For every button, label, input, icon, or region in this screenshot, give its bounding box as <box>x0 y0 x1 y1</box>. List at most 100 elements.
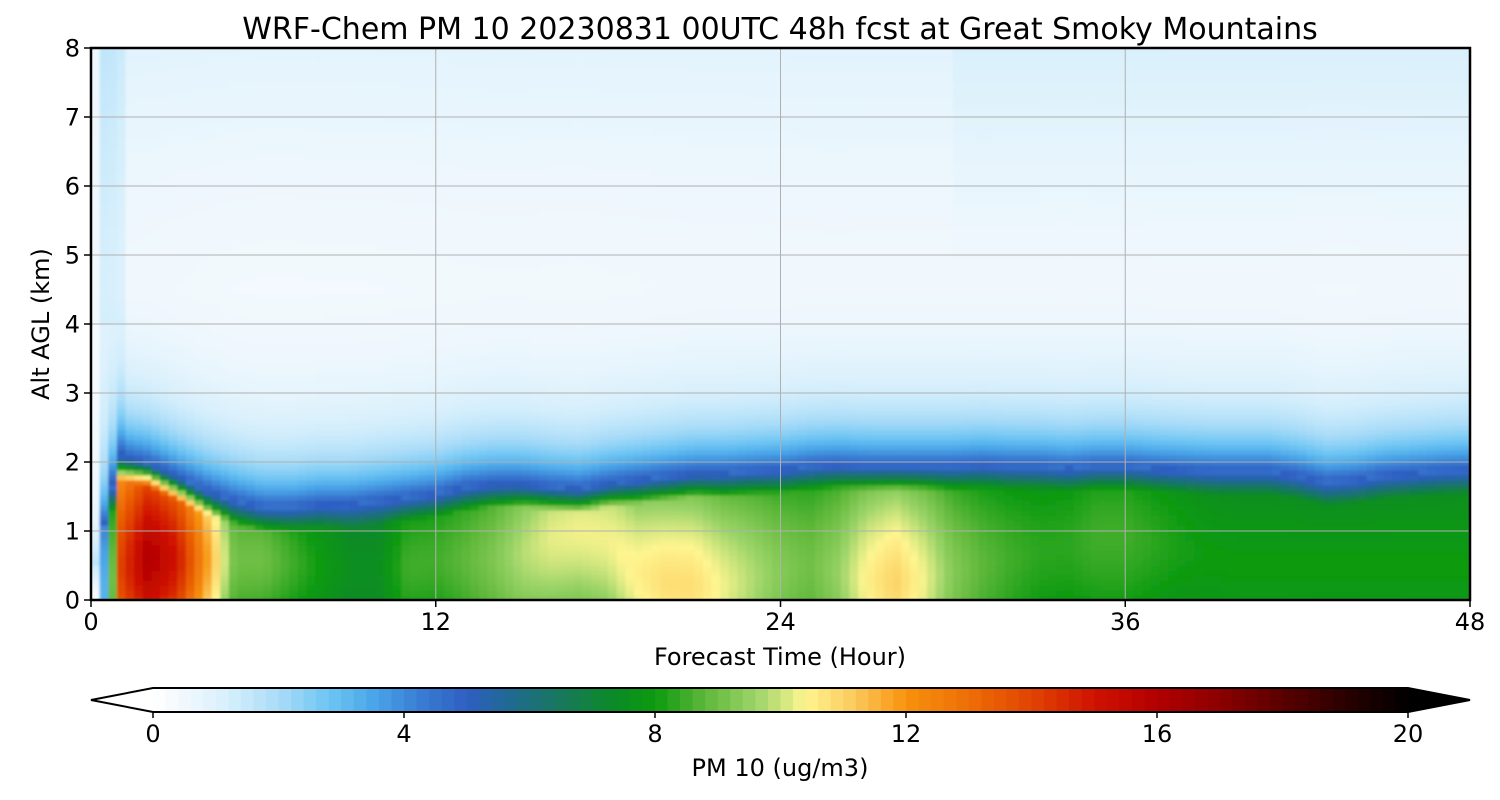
colorbar-tick-label: 16 <box>1142 720 1173 748</box>
colorbar-segment <box>931 688 945 712</box>
colorbar-segment <box>529 688 543 712</box>
colorbar-tick-label: 20 <box>1393 720 1424 748</box>
y-axis-ticks: 0 1 2 3 4 5 6 7 8 <box>65 35 91 615</box>
colorbar-tick-label: 4 <box>396 720 411 748</box>
colorbar-tick-label: 0 <box>145 720 160 748</box>
colorbar-segment <box>956 688 970 712</box>
colorbar-segment <box>843 688 857 712</box>
colorbar-segment <box>1370 688 1384 712</box>
colorbar-segment <box>1232 688 1246 712</box>
colorbar-segment <box>253 688 267 712</box>
colorbar-segment <box>1182 688 1196 712</box>
colorbar-segment <box>767 688 782 712</box>
y-tick-label: 3 <box>65 380 80 408</box>
colorbar-segment <box>1320 688 1334 712</box>
colorbar-segment <box>178 688 192 712</box>
colorbar-segment <box>391 688 405 712</box>
y-tick-label: 7 <box>65 104 80 132</box>
colorbar-segment <box>705 688 719 712</box>
colorbar-segment <box>667 688 681 712</box>
colorbar-segment <box>818 688 832 712</box>
colorbar-segment <box>1144 688 1158 712</box>
colorbar-segment <box>730 688 744 712</box>
colorbar-segment <box>830 688 844 712</box>
colorbar-segment <box>554 688 568 712</box>
colorbar-ticks: 0 4 8 12 16 20 <box>145 712 1423 748</box>
colorbar-segment <box>755 688 769 712</box>
colorbar-under-arrow <box>91 688 153 712</box>
colorbar-segment <box>1018 688 1033 712</box>
colorbar-segment <box>341 688 355 712</box>
colorbar-segment <box>1056 688 1070 712</box>
colorbar-segment <box>968 688 982 712</box>
colorbar-segment <box>1357 688 1371 712</box>
colorbar-segment <box>228 688 242 712</box>
colorbar-segment <box>592 688 606 712</box>
colorbar-segment <box>1382 688 1397 712</box>
colorbar-segment <box>429 688 443 712</box>
x-axis-ticks: 0 12 24 36 48 <box>83 600 1485 636</box>
colorbar-segment <box>215 688 229 712</box>
colorbar-segment <box>479 688 493 712</box>
pm10-field <box>91 48 1470 600</box>
colorbar-segment <box>1257 688 1271 712</box>
colorbar-segment <box>291 688 305 712</box>
colorbar-segment <box>240 688 254 712</box>
colorbar-segment <box>1069 688 1083 712</box>
colorbar-segment <box>793 688 807 712</box>
colorbar-segment <box>629 688 644 712</box>
colorbar-segment <box>993 688 1007 712</box>
colorbar: 0 4 8 12 16 20 PM 10 (ug/m3) <box>90 687 1471 782</box>
colorbar-segment <box>855 688 869 712</box>
y-tick-label: 6 <box>65 173 80 201</box>
colorbar-over-arrow <box>1408 688 1470 712</box>
colorbar-segment <box>542 688 556 712</box>
chart-title: WRF-Chem PM 10 20230831 00UTC 48h fcst a… <box>242 12 1317 47</box>
colorbar-segment <box>1106 688 1120 712</box>
colorbar-segment <box>1395 688 1409 712</box>
colorbar-segment <box>404 688 418 712</box>
colorbar-segment <box>692 688 706 712</box>
colorbar-segment <box>868 688 882 712</box>
colorbar-segment <box>466 688 480 712</box>
colorbar-segment <box>1219 688 1233 712</box>
x-tick-label: 36 <box>1110 608 1141 636</box>
colorbar-segment <box>742 688 756 712</box>
colorbar-segment <box>1081 688 1095 712</box>
colorbar-segment <box>265 688 280 712</box>
y-tick-label: 0 <box>65 587 80 615</box>
colorbar-segment <box>504 688 518 712</box>
colorbar-segment <box>642 688 656 712</box>
y-tick-label: 8 <box>65 35 80 63</box>
colorbar-segment <box>1006 688 1020 712</box>
colorbar-segment <box>1282 688 1296 712</box>
colorbar-segment <box>303 688 317 712</box>
colorbar-segment <box>328 688 342 712</box>
colorbar-segment <box>491 688 505 712</box>
colorbar-segment <box>655 688 669 712</box>
y-tick-label: 2 <box>65 449 80 477</box>
colorbar-segment <box>1345 688 1359 712</box>
colorbar-segment <box>441 688 455 712</box>
colorbar-segment <box>1119 688 1133 712</box>
colorbar-segment <box>1307 688 1321 712</box>
y-tick-label: 1 <box>65 518 80 546</box>
colorbar-segment <box>203 688 217 712</box>
x-tick-label: 0 <box>83 608 98 636</box>
colorbar-segment <box>416 688 430 712</box>
colorbar-segment <box>579 688 593 712</box>
colorbar-segment <box>943 688 957 712</box>
y-tick-label: 4 <box>65 311 80 339</box>
colorbar-segment <box>353 688 367 712</box>
colorbar-segment <box>378 688 393 712</box>
colorbar-segment <box>1157 688 1171 712</box>
colorbar-label: PM 10 (ug/m3) <box>692 754 869 782</box>
x-tick-label: 24 <box>765 608 796 636</box>
colorbar-segment <box>1295 688 1309 712</box>
grid-lines <box>91 48 1470 600</box>
colorbar-segment <box>1244 688 1258 712</box>
colorbar-segment <box>1169 688 1183 712</box>
colorbar-segment <box>165 688 179 712</box>
